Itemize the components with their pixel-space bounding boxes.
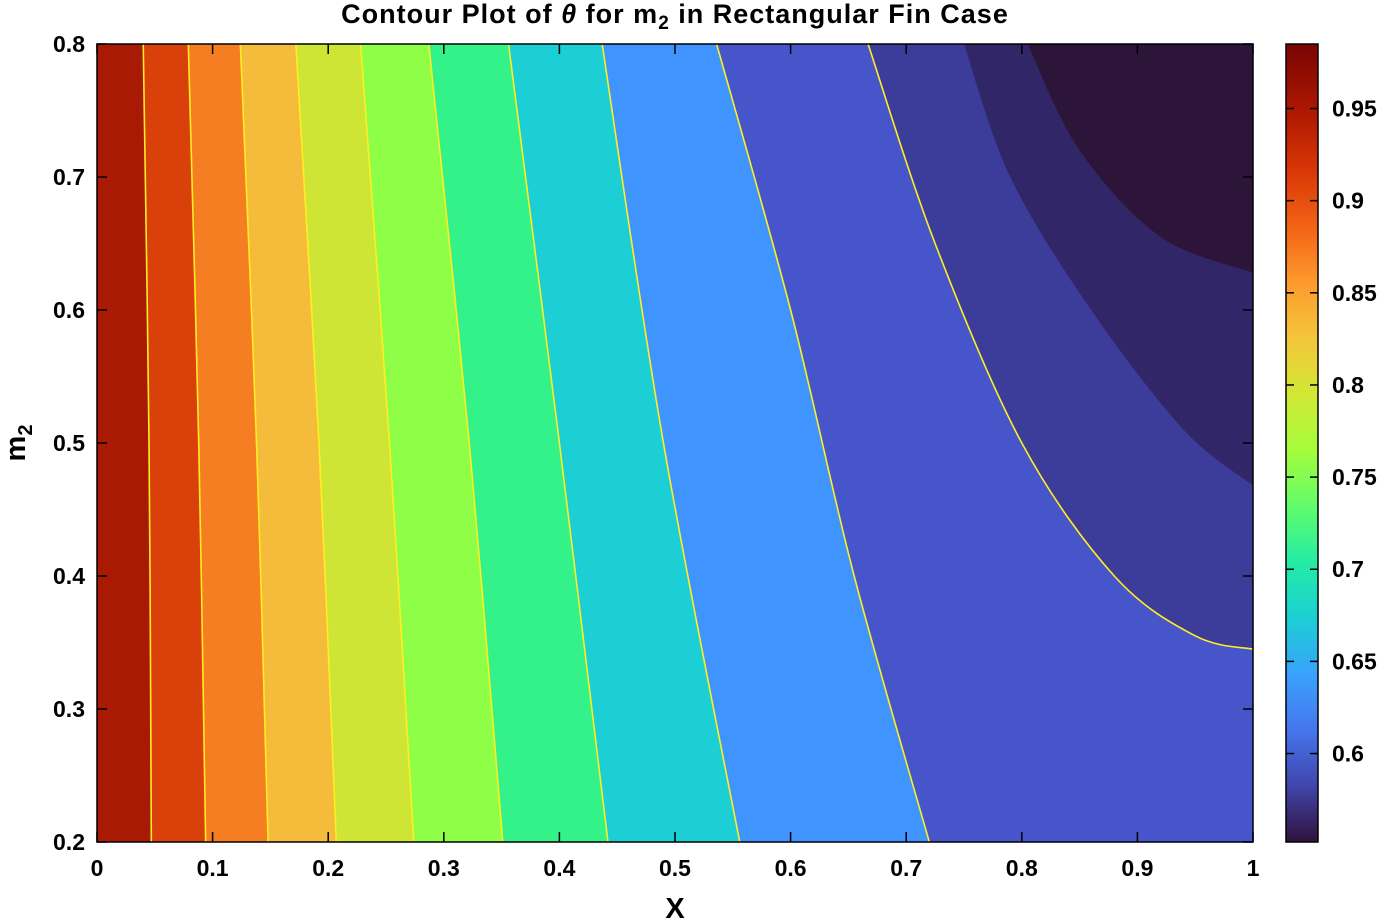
chart-title: Contour Plot of θ for m2 in Rectangular … — [341, 0, 1009, 34]
y-axis-ticks: 0.2 0.3 0.4 0.5 0.6 0.7 0.8 — [53, 31, 1253, 855]
x-tick-label: 0.6 — [775, 855, 807, 881]
contour-line — [507, 44, 609, 842]
x-tick-label: 0.1 — [197, 855, 229, 881]
plot-area — [97, 44, 1253, 842]
contour-line — [187, 44, 207, 842]
x-axis-label: X — [665, 893, 685, 921]
y-tick-label: 0.4 — [53, 563, 85, 589]
colorbar-tick-label: 0.9 — [1332, 188, 1364, 214]
colorbar-tick-label: 0.7 — [1332, 556, 1364, 582]
contour-band — [97, 44, 152, 842]
x-tick-label: 1 — [1247, 855, 1260, 881]
colorbar-ticks: 0.6 0.65 0.7 0.75 0.8 0.85 0.9 0.95 — [1286, 96, 1377, 767]
contour-line — [601, 44, 741, 842]
colorbar-tick-label: 0.85 — [1332, 280, 1377, 306]
y-tick-label: 0.3 — [53, 696, 85, 722]
x-tick-label: 0.2 — [312, 855, 344, 881]
y-tick-label: 0.2 — [53, 829, 85, 855]
y-tick-label: 0.7 — [53, 164, 85, 190]
colorbar — [1285, 43, 1319, 843]
x-tick-label: 0.7 — [890, 855, 922, 881]
x-tick-label: 0.4 — [543, 855, 575, 881]
contour-line — [427, 44, 504, 842]
colorbar-tick-label: 0.8 — [1332, 372, 1364, 398]
x-tick-label: 0.8 — [1006, 855, 1038, 881]
x-tick-label: 0 — [91, 855, 104, 881]
colorbar-tick-label: 0.75 — [1332, 464, 1377, 490]
x-axis-ticks: 0 0.1 0.2 0.3 0.4 0.5 0.6 0.7 0.8 0.9 1 — [91, 44, 1260, 881]
y-tick-label: 0.5 — [53, 430, 85, 456]
contour-bands — [97, 44, 1253, 842]
colorbar-tick-label: 0.95 — [1332, 96, 1377, 122]
y-tick-label: 0.8 — [53, 31, 85, 57]
contour-lines — [142, 44, 1253, 842]
y-axis-label: m2 — [0, 425, 37, 462]
y-tick-label: 0.6 — [53, 297, 85, 323]
colorbar-tick-label: 0.6 — [1332, 741, 1364, 767]
contour-line — [295, 44, 338, 842]
x-tick-label: 0.3 — [428, 855, 460, 881]
x-tick-label: 0.5 — [659, 855, 691, 881]
contour-line — [867, 44, 1253, 650]
colorbar-tick-label: 0.65 — [1332, 648, 1377, 674]
contour-line — [142, 44, 153, 842]
contour-line — [359, 44, 415, 842]
x-tick-label: 0.9 — [1121, 855, 1153, 881]
contour-line — [715, 44, 931, 842]
contour-line — [239, 44, 269, 842]
